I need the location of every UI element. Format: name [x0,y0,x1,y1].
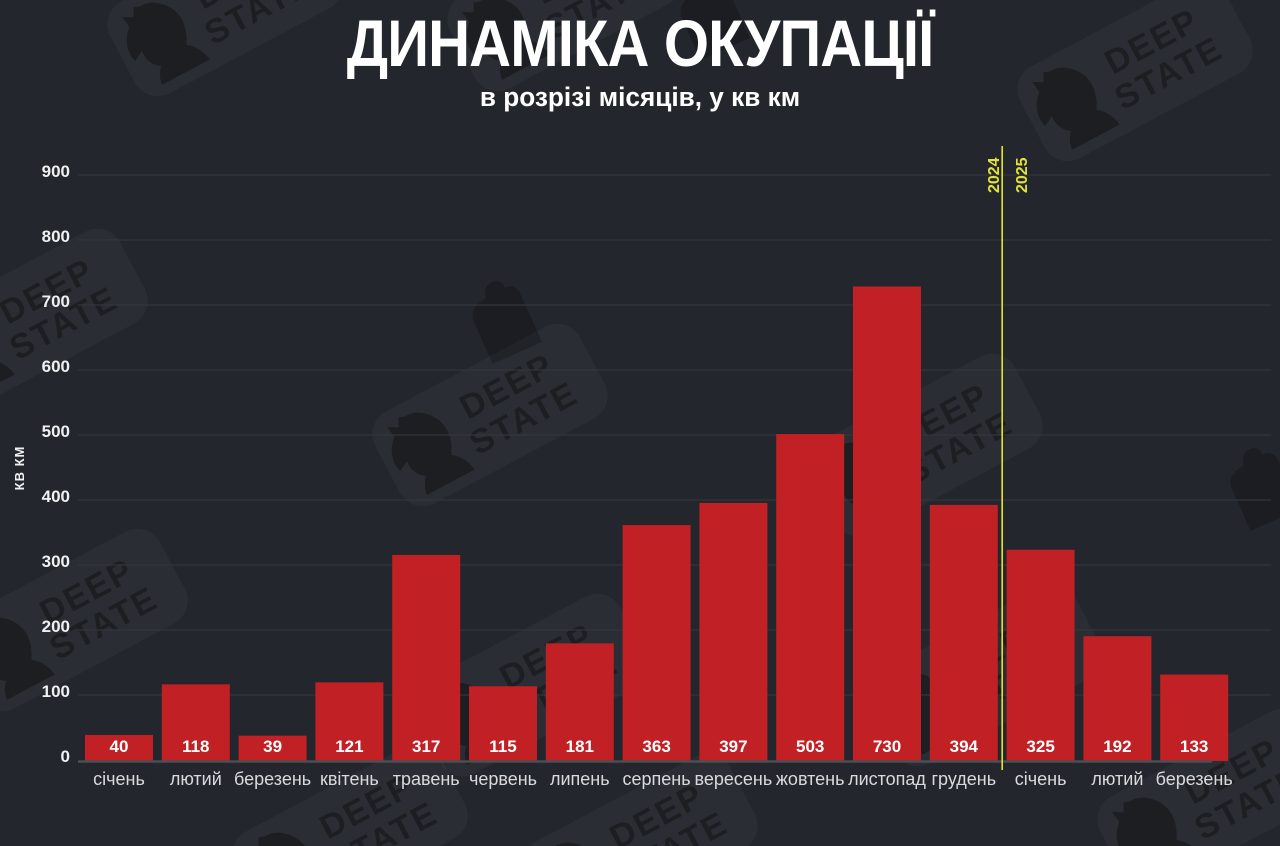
y-tick-label: 700 [42,292,70,311]
x-tick-label: січень [1015,769,1067,789]
bar-value-label: 192 [1103,737,1131,756]
bar [315,682,384,761]
x-tick-label: березень [1156,769,1233,789]
bar [161,684,230,761]
bar-value-label: 121 [335,737,363,756]
y-tick-label: 500 [42,422,70,441]
chart-subtitle: в розрізі місяців, у кв км [479,82,801,112]
bar [469,686,537,761]
y-tick-label: 200 [42,617,70,636]
bar [853,286,921,761]
x-tick-label: лютий [1091,769,1143,789]
y-axis-label: КВ КМ [12,446,27,491]
y-tick-label: 800 [42,227,70,246]
bar [929,504,998,761]
x-tick-label: травень [393,769,460,789]
bar [1006,549,1075,761]
x-tick-label: червень [469,769,537,789]
bar-value-label: 181 [566,737,594,756]
bar [392,554,461,761]
knight-icon [387,412,475,495]
bar-value-label: 394 [950,737,979,756]
bar [1160,674,1229,761]
y-tick-label: 600 [42,357,70,376]
x-tick-label: листопад [848,769,926,789]
bar-value-label: 115 [489,737,516,756]
knight-icon [0,617,55,700]
knight-icon [1112,797,1200,846]
bar-value-label: 325 [1026,737,1054,756]
bar-value-label: 317 [412,737,440,756]
bar-value-label: 363 [642,737,670,756]
bar [85,735,153,761]
fist-icon [1230,448,1280,532]
fist-icon [472,281,542,365]
x-tick-label: лютий [170,769,222,789]
x-tick-label: січень [93,769,145,789]
knight-icon [122,2,210,85]
x-tick-label: липень [550,769,610,789]
chart-header: ДИНАМІКА ОКУПАЦІЇ в розрізі місяців, у к… [0,10,1280,113]
bar [622,525,691,761]
bar-value-label: 133 [1180,737,1208,756]
bar [1083,636,1152,761]
fist-icon [680,0,750,61]
chart-title: ДИНАМІКА ОКУПАЦІЇ [346,6,934,80]
bar [699,502,768,761]
bar-value-label: 118 [182,737,209,756]
x-tick-label: серпень [623,769,691,789]
bar-value-label: 730 [873,737,901,756]
bar-value-label: 397 [719,737,747,756]
y-tick-label: 400 [42,487,70,506]
knight-icon [462,0,550,80]
year-label-right: 2025 [1014,157,1031,193]
y-tick-label: 100 [42,682,70,701]
x-tick-label: грудень [931,769,996,789]
y-tick-label: 300 [42,552,70,571]
bar [545,643,614,761]
x-tick-label: квітень [320,769,379,789]
x-tick-label: жовтень [776,769,845,789]
bar [776,434,845,761]
year-label-left: 2024 [986,157,1003,193]
bar-value-label: 40 [110,737,129,756]
x-tick-label: вересень [695,769,773,789]
y-tick-label: 900 [42,162,70,181]
x-tick-label: березень [234,769,311,789]
bar [238,735,307,761]
bar-value-label: 39 [263,737,282,756]
knight-icon [1032,67,1120,150]
y-tick-label: 0 [61,747,70,766]
bar-value-label: 503 [796,737,824,756]
